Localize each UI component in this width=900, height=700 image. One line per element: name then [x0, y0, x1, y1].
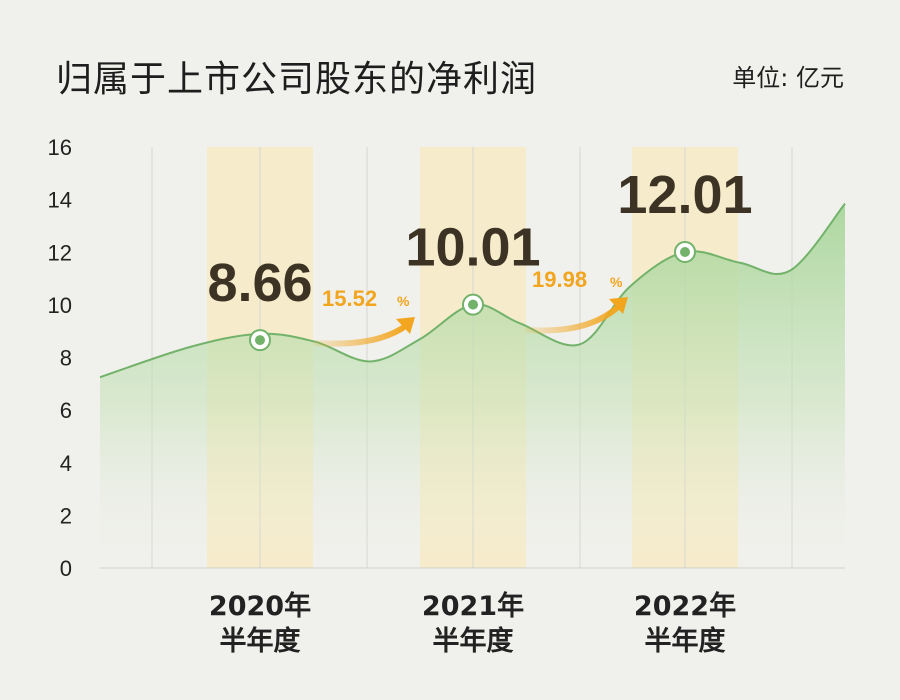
data-label-2: 10.01	[405, 218, 540, 278]
growth-label-2: 19.98	[532, 267, 587, 292]
data-label-3: 12.01	[617, 165, 752, 225]
data-point-2	[468, 299, 478, 310]
data-label-1: 8.66	[207, 253, 312, 313]
series-area	[100, 203, 845, 568]
x-label-2-line1: 2021年	[422, 590, 524, 622]
data-point-3	[680, 246, 690, 257]
y-tick-16: 16	[48, 135, 72, 160]
data-point-1	[255, 335, 265, 346]
growth-pct-1: %	[397, 293, 410, 309]
x-label-3-line1: 2022年	[634, 590, 736, 622]
y-tick-0: 0	[60, 556, 72, 581]
growth-arrowhead-2	[609, 297, 628, 314]
y-tick-10: 10	[48, 293, 72, 318]
growth-label-1: 15.52	[322, 286, 377, 311]
x-label-2-line2: 半年度	[433, 625, 514, 657]
growth-arrow-1	[313, 322, 410, 347]
y-tick-6: 6	[60, 398, 72, 423]
growth-pct-2: %	[610, 274, 623, 290]
y-tick-14: 14	[48, 188, 72, 213]
growth-arrowhead-1	[396, 317, 415, 334]
unit-label: 单位: 亿元	[732, 64, 844, 92]
x-label-3-line2: 半年度	[645, 625, 726, 657]
y-tick-12: 12	[48, 240, 72, 265]
y-tick-4: 4	[60, 451, 72, 476]
growth-arrow-2	[525, 302, 623, 334]
y-tick-8: 8	[60, 346, 72, 371]
chart-title: 归属于上市公司股东的净利润	[56, 59, 538, 100]
x-label-1-line2: 半年度	[220, 625, 301, 657]
x-label-1-line1: 2020年	[209, 590, 311, 622]
y-tick-2: 2	[60, 503, 72, 528]
